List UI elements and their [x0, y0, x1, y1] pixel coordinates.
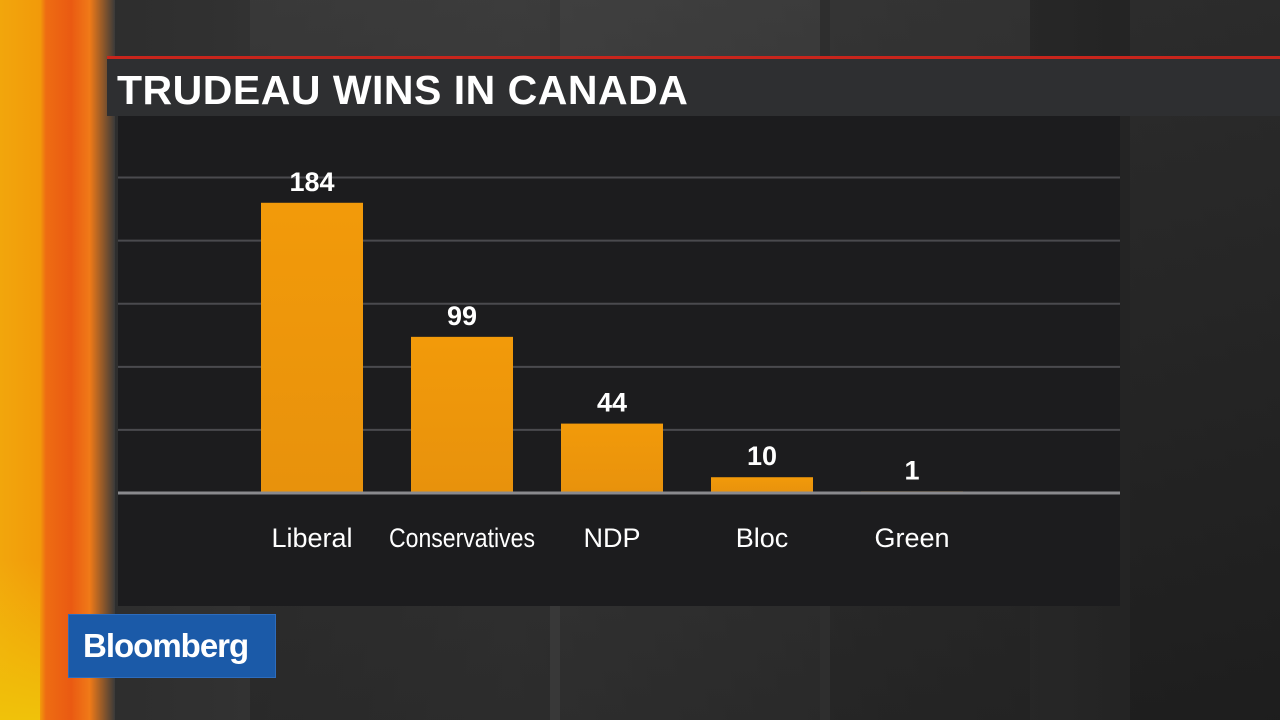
- category-label-liberal: Liberal: [271, 523, 352, 553]
- data-label-bloc: 10: [747, 441, 777, 471]
- data-labels: 184 99 44 10 1: [289, 167, 919, 486]
- category-label-green: Green: [874, 523, 949, 553]
- title-bar: TRUDEAU WINS IN CANADA: [107, 56, 1280, 116]
- chart-panel: 184 99 44 10 1 Liberal Conservatives NDP Bloc Gr…: [118, 116, 1120, 606]
- category-label-conservatives: Conservatives: [389, 523, 535, 553]
- chart-title: TRUDEAU WINS IN CANADA: [117, 67, 689, 113]
- studio-backdrop-panel: [1130, 0, 1280, 720]
- data-label-ndp: 44: [597, 388, 627, 418]
- data-label-conservatives: 99: [447, 301, 477, 331]
- category-label-ndp: NDP: [583, 523, 640, 553]
- bar-ndp: [561, 423, 663, 493]
- bar-liberal: [261, 202, 363, 494]
- bar-conservatives: [411, 336, 513, 493]
- category-labels: Liberal Conservatives NDP Bloc Green: [271, 523, 949, 553]
- data-label-green: 1: [904, 455, 919, 485]
- logo-text: Bloomberg: [83, 627, 249, 664]
- data-label-liberal: 184: [289, 167, 334, 197]
- bloomberg-logo: Bloomberg: [68, 614, 276, 678]
- bar-bloc: [711, 477, 813, 493]
- bar-chart: 184 99 44 10 1 Liberal Conservatives NDP Bloc Gr…: [118, 167, 1120, 553]
- category-label-bloc: Bloc: [736, 523, 789, 553]
- yellow-stripe-accent: [0, 560, 40, 720]
- bars: [261, 202, 963, 494]
